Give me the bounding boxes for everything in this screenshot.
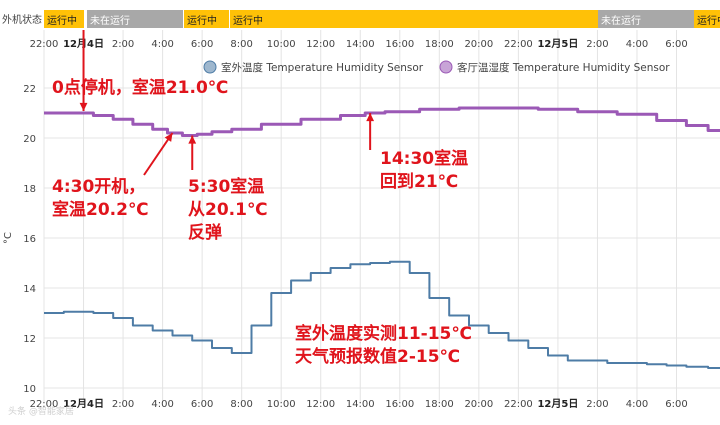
bottom-time-tick: 4:00 [626,399,648,410]
bottom-time-tick: 8:00 [230,399,252,410]
annotation-line: 反弹 [188,222,222,243]
bottom-time-tick: 10:00 [267,399,296,410]
bottom-time-tick: 20:00 [464,399,493,410]
status-segment-label: 运行中 [47,16,77,27]
top-time-tick: 22:00 [504,39,533,50]
series-layer [44,106,720,369]
bottom-time-tick: 14:00 [346,399,375,410]
status-segment-label: 未在运行 [90,16,130,27]
status-segment-label: 运行中 [233,16,263,27]
annotation-line: 4:30开机， [52,176,145,197]
annotation: 室外温度实测11-15℃天气预报数值2-15℃ [295,323,472,367]
annotation-arrow [143,132,174,176]
top-time-tick: 2:00 [112,39,134,50]
annotation-line: 室外温度实测11-15℃ [295,323,472,344]
bottom-time-tick: 4:00 [151,399,173,410]
bottom-time-tick: 12:00 [306,399,335,410]
chart-legend: 室外温度 Temperature Humidity Sensor 客厅温湿度 Te… [203,60,670,74]
top-time-axis: 22:0012月4日2:004:006:008:0010:0012:0014:0… [30,38,688,50]
annotation-texts: 0点停机，室温21.0℃ 4:30开机，室温20.2℃ 5:30室温从20.1℃反弹… [52,77,472,367]
arrowhead [188,135,197,144]
bottom-time-tick: 2:00 [112,399,134,410]
y-tick-label: 18 [23,184,36,195]
status-segment-running: 运行中 [184,10,229,28]
y-tick-label: 16 [23,234,36,245]
bottom-time-tick: 22:00 [504,399,533,410]
top-time-tick: 18:00 [425,39,454,50]
status-segment-running: 运行中 [230,10,602,28]
bottom-time-tick: 22:00 [30,399,59,410]
status-segment-running: 运行中 [44,10,84,28]
annotation-arrows [79,30,375,176]
series-line [44,106,720,137]
top-time-tick: 6:00 [191,39,213,50]
legend-label: 客厅温湿度 Temperature Humidity Sensor [457,61,670,74]
bottom-time-tick: 6:00 [665,399,687,410]
top-time-tick: 6:00 [665,39,687,50]
status-segment-label: 运行中 [697,16,720,27]
top-time-tick: 2:00 [586,39,608,50]
top-time-tick: 8:00 [230,39,252,50]
arrowhead [164,133,173,142]
legend-label: 室外温度 Temperature Humidity Sensor [221,61,424,74]
series-line [44,260,720,369]
top-time-tick: 16:00 [385,39,414,50]
y-tick-label: 10 [23,384,36,395]
status-segment-label: 未在运行 [601,16,641,27]
bottom-time-tick: 18:00 [425,399,454,410]
ac-status-bar: 外机状态 运行中 未在运行 运行中 运行中 未在运行 运行中 [0,10,720,28]
y-tick-label: 22 [23,84,36,95]
bottom-time-tick: 12月5日 [537,398,578,410]
arrowhead [366,113,375,122]
watermark: 头条 @智能家居 [8,405,74,417]
bottom-time-tick: 16:00 [385,399,414,410]
legend-swatch [439,60,453,74]
top-time-tick: 12月5日 [537,38,578,50]
bottom-time-axis: 22:00 12月4日 2:00 4:00 6:00 8:00 10:00 12:00 14:0… [30,398,688,410]
arrowhead [79,102,88,111]
bottom-time-tick: 12月4日 [63,398,104,410]
top-time-tick: 10:00 [267,39,296,50]
y-tick-label: 12 [23,334,36,345]
y-tick-label: 20 [23,134,36,145]
top-time-tick: 14:00 [346,39,375,50]
top-time-tick: 12:00 [306,39,335,50]
annotation: 0点停机，室温21.0℃ [52,77,228,98]
annotation: 5:30室温从20.1℃反弹 [188,176,268,243]
top-time-tick: 22:00 [30,39,59,50]
annotation-line: 5:30室温 [188,176,264,197]
status-segment-running: 运行中 [694,10,720,28]
status-segment-stopped: 未在运行 [87,10,183,28]
legend-swatch [203,60,217,74]
top-time-tick: 20:00 [464,39,493,50]
bottom-time-tick: 2:00 [586,399,608,410]
y-tick-label: 14 [23,284,36,295]
status-label: 外机状态 [2,15,42,26]
annotation-line: 室温20.2℃ [52,199,149,220]
top-time-tick: 4:00 [626,39,648,50]
bottom-time-tick: 6:00 [191,399,213,410]
annotation: 14:30室温回到21℃ [380,148,468,192]
status-segment-stopped: 未在运行 [598,10,694,28]
status-segment-label: 运行中 [187,16,217,27]
annotation-line: 天气预报数值2-15℃ [295,346,460,367]
y-axis: 10 12 14 16 18 20 22 [23,84,36,395]
y-axis-label: °C [3,232,14,244]
top-time-tick: 4:00 [151,39,173,50]
annotation-line: 从20.1℃ [188,200,268,220]
annotation: 4:30开机，室温20.2℃ [52,176,149,220]
annotation-line: 回到21℃ [380,172,458,192]
annotation-line: 14:30室温 [380,148,468,169]
annotation-line: 0点停机，室温21.0℃ [52,77,228,98]
